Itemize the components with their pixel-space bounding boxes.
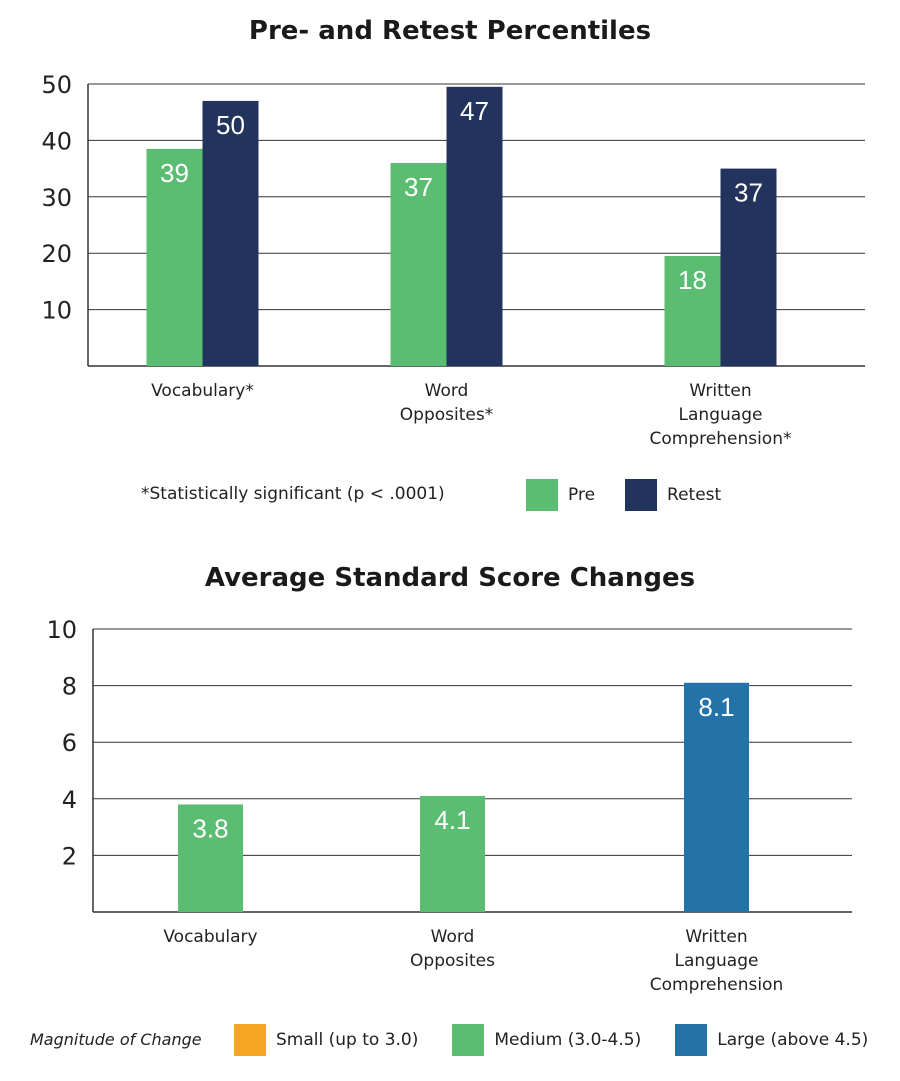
legend-swatch-retest [625,479,658,511]
legend-swatch-pre [526,479,558,511]
legend-label-small: Small (up to 3.0) [276,1030,419,1050]
chart2-bar-value-label: 8.1 [698,692,734,722]
chart2-category-label: Word [431,927,475,947]
chart1-legend: Pre Retest [526,479,721,511]
chart1-bar-value-label: 39 [160,158,189,188]
chart1-y-tick-label: 40 [41,127,72,155]
chart2-bar-value [420,795,485,912]
chart1-bar-retest [720,168,777,366]
legend-label-medium: Medium (3.0-4.5) [494,1030,642,1050]
legend-swatch-small [234,1024,266,1056]
chart1-y-tick-label: 30 [41,184,72,212]
chart2-category-label: Language [675,951,759,971]
chart2-category-label: Vocabulary [163,927,257,947]
chart1-bar-value-label: 18 [678,265,707,295]
chart2-bar-value-label: 3.8 [192,813,228,843]
chart1-bar-value-label: 37 [404,172,433,202]
chart1-bar-value-label: 50 [216,110,245,140]
chart1-y-tick-label: 10 [41,297,72,325]
chart1-bar-pre [390,162,447,366]
chart1-bar-value-label: 47 [460,96,489,126]
chart1-bar-value-label: 37 [734,178,763,208]
chart1-title: Pre- and Retest Percentiles [248,16,652,46]
legend-label-pre: Pre [568,485,596,505]
legend-swatch-large [675,1024,708,1056]
chart2-legend: Small (up to 3.0) Medium (3.0-4.5) Large… [234,1024,868,1056]
legend-label-large: Large (above 4.5) [717,1030,869,1050]
chart2-y-tick-label: 4 [62,786,77,814]
chart1-category-label: Opposites* [400,405,493,425]
chart2-category-label: Opposites [410,951,495,971]
chart2-y-tick-label: 10 [46,616,77,644]
chart1-category-label: Word [425,381,469,401]
chart1-y-tick-label: 50 [41,71,72,99]
chart2-bar-value [684,682,749,912]
chart2-y-tick-label: 6 [62,729,77,757]
significance-note: *Statistically significant (p < .0001) [141,484,445,504]
chart2-category-label: Comprehension [650,975,783,995]
chart2-category-label: Written [685,927,747,947]
chart1-category-label: Comprehension* [650,429,792,449]
chart2-bar-value-label: 4.1 [434,805,470,835]
chart2-plot: 2 4 6 8 10 3.8 Vocabulary 4.1 Word Opposites 8.1 Wr… [46,616,852,995]
chart1-bar-retest [446,86,503,366]
chart1-bar-pre [664,256,721,366]
chart1-bar-pre [146,148,203,366]
chart1-category-label: Vocabulary* [151,381,254,401]
chart1-plot: 10 20 30 40 50 39 50 Vocabulary* 37 47 Word Opposit… [41,71,865,449]
chart2-bar-value [178,804,243,912]
legend-label-retest: Retest [667,485,722,505]
chart2-title: Average Standard Score Changes [204,563,696,593]
chart2-y-tick-label: 2 [62,842,77,870]
magnitude-legend-title: Magnitude of Change [30,1030,202,1049]
chart1-category-label: Language [679,405,763,425]
chart1-bar-retest [202,100,259,367]
chart1-y-tick-label: 20 [41,240,72,268]
chart2-y-tick-label: 8 [62,673,77,701]
chart1-category-label: Written [689,381,751,401]
legend-swatch-medium [452,1024,485,1056]
